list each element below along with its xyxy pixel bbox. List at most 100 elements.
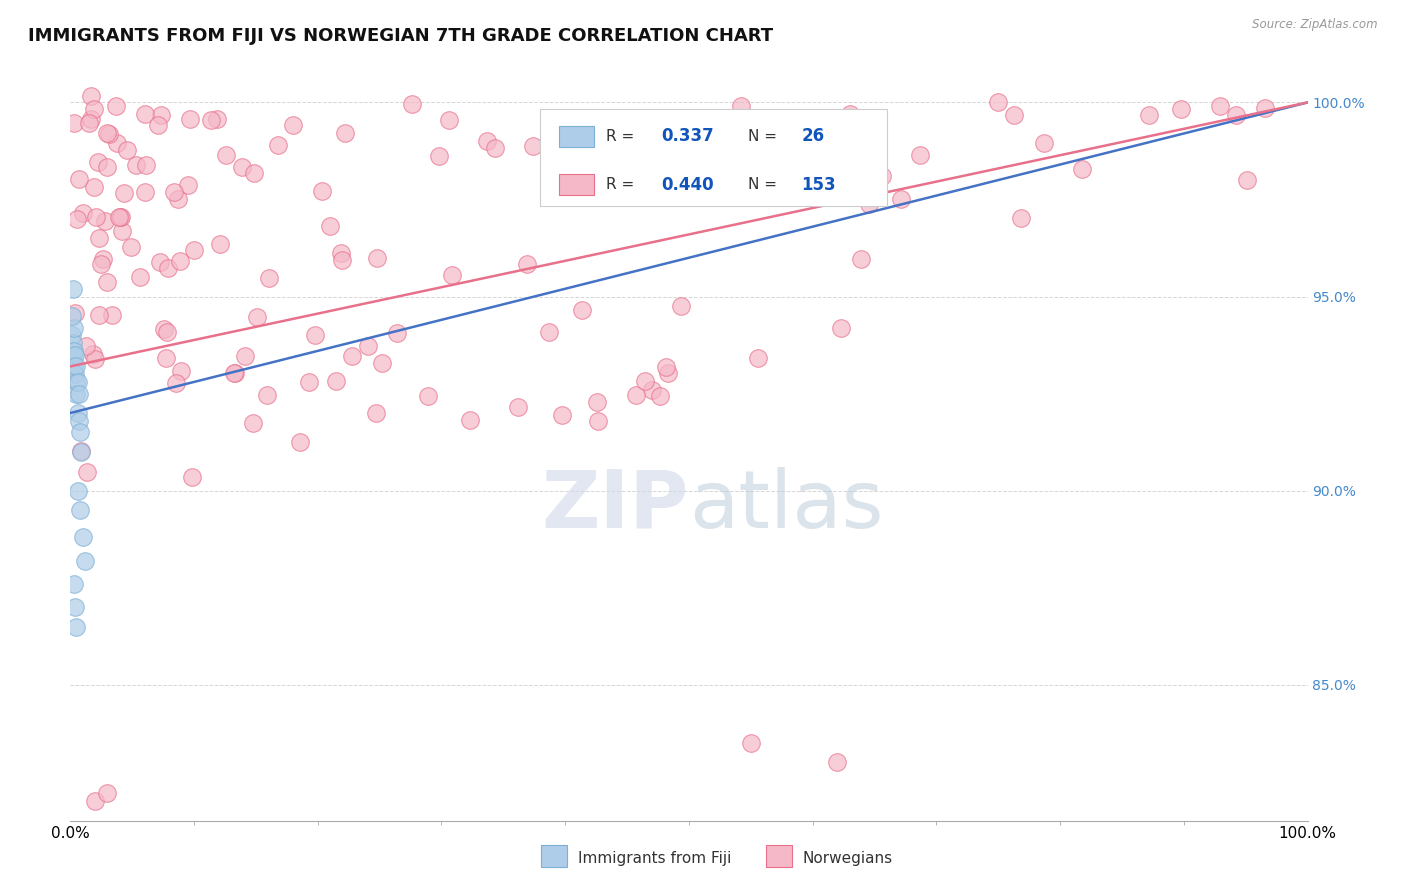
- Point: [633, 169, 655, 183]
- Point: [63, 343, 86, 358]
- Point: [162, 185, 184, 199]
- Point: [169, 253, 191, 268]
- Point: [366, 252, 388, 266]
- Point: [1033, 136, 1056, 150]
- Point: [298, 375, 321, 389]
- Point: [75, 553, 97, 567]
- Point: [62, 336, 84, 351]
- Point: [655, 359, 678, 374]
- Text: IMMIGRANTS FROM FIJI VS NORWEGIAN 7TH GRADE CORRELATION CHART: IMMIGRANTS FROM FIJI VS NORWEGIAN 7TH GR…: [28, 27, 773, 45]
- Point: [1236, 173, 1258, 187]
- Point: [77, 116, 100, 130]
- Point: [60, 328, 83, 343]
- Point: [440, 268, 463, 282]
- Point: [83, 180, 105, 194]
- Point: [84, 352, 107, 367]
- Point: [166, 192, 188, 206]
- FancyBboxPatch shape: [560, 126, 593, 146]
- Point: [63, 306, 86, 320]
- Point: [66, 483, 89, 498]
- Point: [91, 252, 114, 266]
- Point: [827, 756, 849, 770]
- Text: R =: R =: [606, 128, 640, 144]
- Point: [256, 388, 278, 402]
- Point: [586, 414, 609, 428]
- Point: [987, 95, 1010, 109]
- Point: [70, 443, 93, 458]
- Point: [205, 112, 228, 126]
- Point: [1071, 162, 1094, 177]
- Point: [787, 126, 810, 140]
- Point: [67, 414, 90, 428]
- Point: [84, 794, 107, 808]
- Point: [105, 99, 128, 113]
- Text: N =: N =: [748, 128, 782, 144]
- Point: [79, 89, 101, 103]
- Point: [155, 325, 177, 339]
- Point: [107, 136, 129, 150]
- Point: [209, 236, 232, 251]
- Point: [89, 308, 111, 322]
- Point: [233, 349, 256, 363]
- Point: [66, 375, 89, 389]
- Point: [90, 256, 112, 270]
- Point: [62, 348, 84, 362]
- Point: [67, 386, 90, 401]
- Point: [288, 434, 311, 449]
- Point: [333, 126, 356, 140]
- Point: [114, 186, 136, 200]
- Point: [330, 246, 353, 260]
- Point: [170, 364, 193, 378]
- Point: [87, 231, 110, 245]
- Point: [304, 328, 326, 343]
- Point: [356, 339, 378, 353]
- Point: [75, 339, 97, 353]
- Point: [1209, 99, 1232, 113]
- Point: [183, 243, 205, 257]
- Point: [385, 326, 408, 340]
- Point: [416, 389, 439, 403]
- Point: [586, 395, 609, 409]
- Text: Source: ZipAtlas.com: Source: ZipAtlas.com: [1253, 18, 1378, 31]
- Point: [69, 503, 91, 517]
- Point: [863, 176, 886, 190]
- Point: [839, 106, 862, 120]
- Point: [63, 320, 86, 334]
- Point: [704, 181, 727, 195]
- Point: [870, 169, 893, 183]
- Point: [125, 158, 148, 172]
- Point: [246, 310, 269, 325]
- Point: [200, 113, 222, 128]
- Text: 0.337: 0.337: [662, 127, 714, 145]
- Point: [117, 143, 139, 157]
- FancyBboxPatch shape: [560, 174, 593, 195]
- Point: [65, 600, 87, 615]
- Point: [319, 219, 342, 233]
- Point: [634, 374, 657, 388]
- Point: [134, 185, 156, 199]
- Point: [150, 108, 173, 122]
- Point: [730, 98, 752, 112]
- Point: [101, 308, 124, 322]
- Point: [1254, 101, 1277, 115]
- Point: [181, 470, 204, 484]
- Point: [626, 388, 648, 402]
- Point: [522, 139, 544, 153]
- Point: [179, 112, 201, 126]
- Point: [641, 383, 664, 397]
- Point: [155, 351, 177, 365]
- Point: [551, 408, 574, 422]
- Point: [110, 211, 132, 225]
- Point: [72, 205, 94, 219]
- Point: [96, 160, 118, 174]
- Point: [65, 367, 87, 381]
- Point: [108, 210, 131, 224]
- Point: [401, 97, 423, 112]
- Point: [63, 359, 86, 374]
- Point: [243, 166, 266, 180]
- Point: [437, 112, 460, 127]
- Point: [120, 240, 142, 254]
- Point: [890, 192, 912, 206]
- Point: [427, 149, 450, 163]
- Point: [794, 159, 817, 173]
